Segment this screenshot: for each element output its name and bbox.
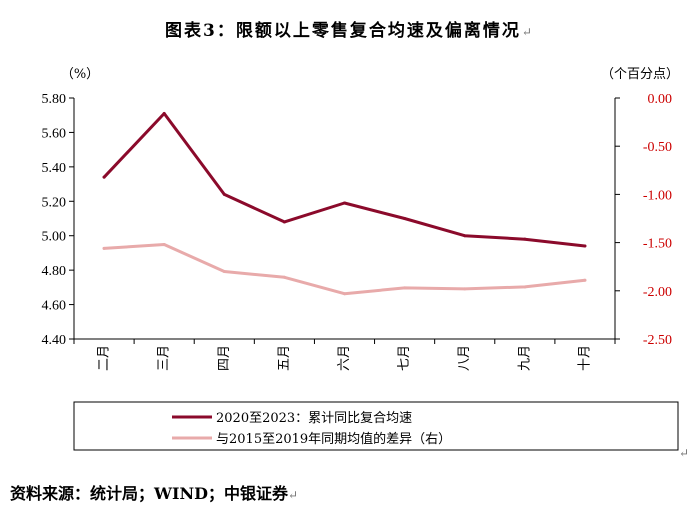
x-tick-label: 八月 (457, 345, 472, 371)
series-2-point (523, 285, 527, 289)
right-tick-label: -1.50 (643, 237, 672, 252)
series-2-point (222, 270, 226, 274)
series-1-point (343, 201, 346, 205)
series-1-point (403, 217, 407, 220)
paragraph-mark: ↵ (679, 446, 690, 460)
x-tick-label: 三月 (157, 345, 172, 371)
left-tick-label: 5.20 (42, 195, 67, 210)
series-2-point (343, 292, 346, 296)
series-2-point (102, 246, 106, 250)
series-1-point (162, 111, 166, 115)
left-tick-label: 4.40 (42, 333, 67, 348)
left-tick-label: 4.60 (42, 299, 67, 314)
left-axis-ticks: 4.40 4.60 4.80 5.00 5.20 5.40 5.60 5.80 (42, 92, 74, 348)
right-tick-label: -2.00 (643, 285, 672, 300)
series-2-point (463, 287, 467, 291)
source-note: 资料来源：统计局；WIND；中银证券↵ (10, 484, 299, 503)
right-tick-label: -1.00 (643, 188, 672, 203)
x-tick-label: 九月 (517, 345, 532, 371)
paragraph-mark: ↵ (287, 488, 299, 502)
legend-label-series-1: 2020至2023：累计同比复合均速 (216, 411, 412, 426)
series-2-point (403, 286, 407, 290)
right-tick-label: 0.00 (648, 92, 673, 107)
series-1-point (282, 220, 286, 224)
left-tick-label: 4.80 (42, 264, 67, 279)
right-tick-label: -0.50 (643, 140, 672, 155)
x-tick-label: 四月 (217, 345, 232, 371)
legend-box (73, 401, 679, 451)
left-axis-unit-label: （%） (61, 67, 99, 82)
left-tick-label: 5.40 (42, 161, 67, 176)
series-1-point (583, 244, 587, 248)
paragraph-mark: ↵ (521, 25, 534, 39)
legend-label-series-2: 与2015至2019年同期均值的差异（右） (216, 431, 451, 447)
left-tick-label: 5.60 (42, 126, 67, 141)
series-1-point (523, 237, 527, 241)
series-1-point (102, 175, 106, 179)
right-axis-unit-label: （个百分点） (601, 67, 679, 82)
x-tick-label: 二月 (97, 345, 112, 371)
series-line-2 (102, 243, 587, 296)
axes (73, 98, 616, 340)
right-tick-label: -2.50 (643, 333, 672, 348)
series-1-point (222, 192, 226, 196)
series-2-point (282, 275, 286, 279)
series-line-1 (102, 112, 587, 248)
legend: 2020至2023：累计同比复合均速 与2015至2019年同期均值的差异（右） (73, 401, 679, 451)
series-1-point (463, 234, 467, 238)
series-2-point (583, 278, 587, 282)
x-tick-label: 六月 (337, 345, 352, 371)
x-tick-label: 七月 (397, 345, 412, 371)
series-2-point (162, 243, 166, 247)
left-tick-label: 5.80 (42, 92, 67, 107)
chart-title: 图表3：限额以上零售复合均速及偏离情况↵ (165, 21, 534, 41)
right-axis-ticks: -2.50 -2.00 -1.50 -1.00 -0.50 0.00 (615, 92, 672, 348)
x-tick-label: 十月 (577, 345, 592, 371)
left-tick-label: 5.00 (42, 230, 67, 245)
x-tick-label: 五月 (277, 345, 292, 371)
series-lines (102, 111, 587, 296)
x-axis-ticks: 二月 三月 四月 五月 六月 七月 八月 九月 十月 (73, 339, 616, 371)
